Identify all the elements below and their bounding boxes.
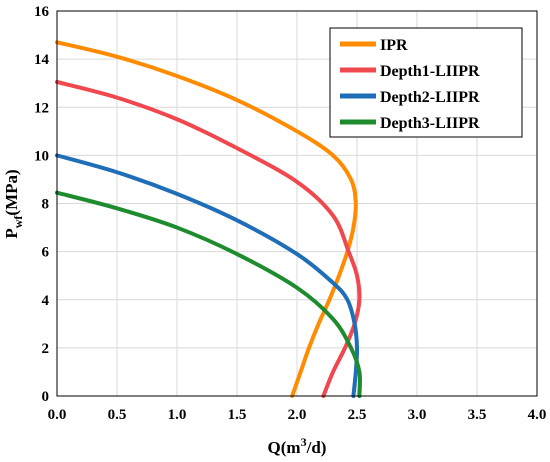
legend-items: IPR Depth1-LIIPR Depth2-LIIPR Depth3-LIIPR bbox=[340, 37, 480, 132]
y-tick-label: 8 bbox=[42, 197, 50, 213]
y-tick-label: 14 bbox=[34, 52, 50, 68]
y-tick-label: 12 bbox=[34, 100, 49, 116]
x-tick-label: 1.0 bbox=[168, 407, 187, 423]
x-tick-label: 2.5 bbox=[348, 407, 367, 423]
legend: IPR Depth1-LIIPR Depth2-LIIPR Depth3-LIIPR bbox=[329, 27, 523, 138]
series-line-ipr bbox=[55, 40, 358, 398]
x-tick-label: 3.0 bbox=[408, 407, 427, 423]
x-tick-label: 0.5 bbox=[108, 407, 127, 423]
x-tick-label: 0.0 bbox=[48, 407, 67, 423]
legend-label-depth2-liipr: Depth2-LIIPR bbox=[380, 89, 480, 106]
series-line-depth3-liipr bbox=[55, 190, 363, 398]
x-axis-tick-labels: 0.0 0.5 1.0 1.5 2.0 2.5 3.0 3.5 4.0 bbox=[48, 407, 547, 423]
y-axis-tick-labels: 0 2 4 6 8 10 12 14 16 bbox=[34, 4, 50, 405]
legend-label-depth3-liipr: Depth3-LIIPR bbox=[380, 115, 480, 132]
x-tick-label: 4.0 bbox=[528, 407, 547, 423]
x-axis-title: Q(m3/d) bbox=[268, 435, 327, 457]
y-axis-title: Pwf(MPa) bbox=[2, 169, 25, 238]
y-tick-label: 16 bbox=[34, 4, 50, 20]
legend-box bbox=[329, 27, 523, 138]
y-tick-label: 6 bbox=[42, 245, 50, 261]
legend-label-depth1-liipr: Depth1-LIIPR bbox=[380, 63, 480, 80]
x-tick-label: 3.5 bbox=[468, 407, 487, 423]
y-tick-label: 10 bbox=[34, 148, 49, 164]
series-line-depth1-liipr bbox=[55, 79, 362, 398]
y-tick-label: 2 bbox=[42, 341, 50, 357]
legend-label-ipr: IPR bbox=[380, 37, 408, 54]
x-tick-label: 2.0 bbox=[288, 407, 307, 423]
series-line-depth2-liipr bbox=[55, 153, 360, 398]
y-tick-label: 4 bbox=[42, 293, 50, 309]
x-tick-label: 1.5 bbox=[228, 407, 247, 423]
series-lines bbox=[55, 40, 363, 398]
plot-frame bbox=[56, 10, 538, 397]
y-tick-label: 0 bbox=[42, 389, 50, 405]
